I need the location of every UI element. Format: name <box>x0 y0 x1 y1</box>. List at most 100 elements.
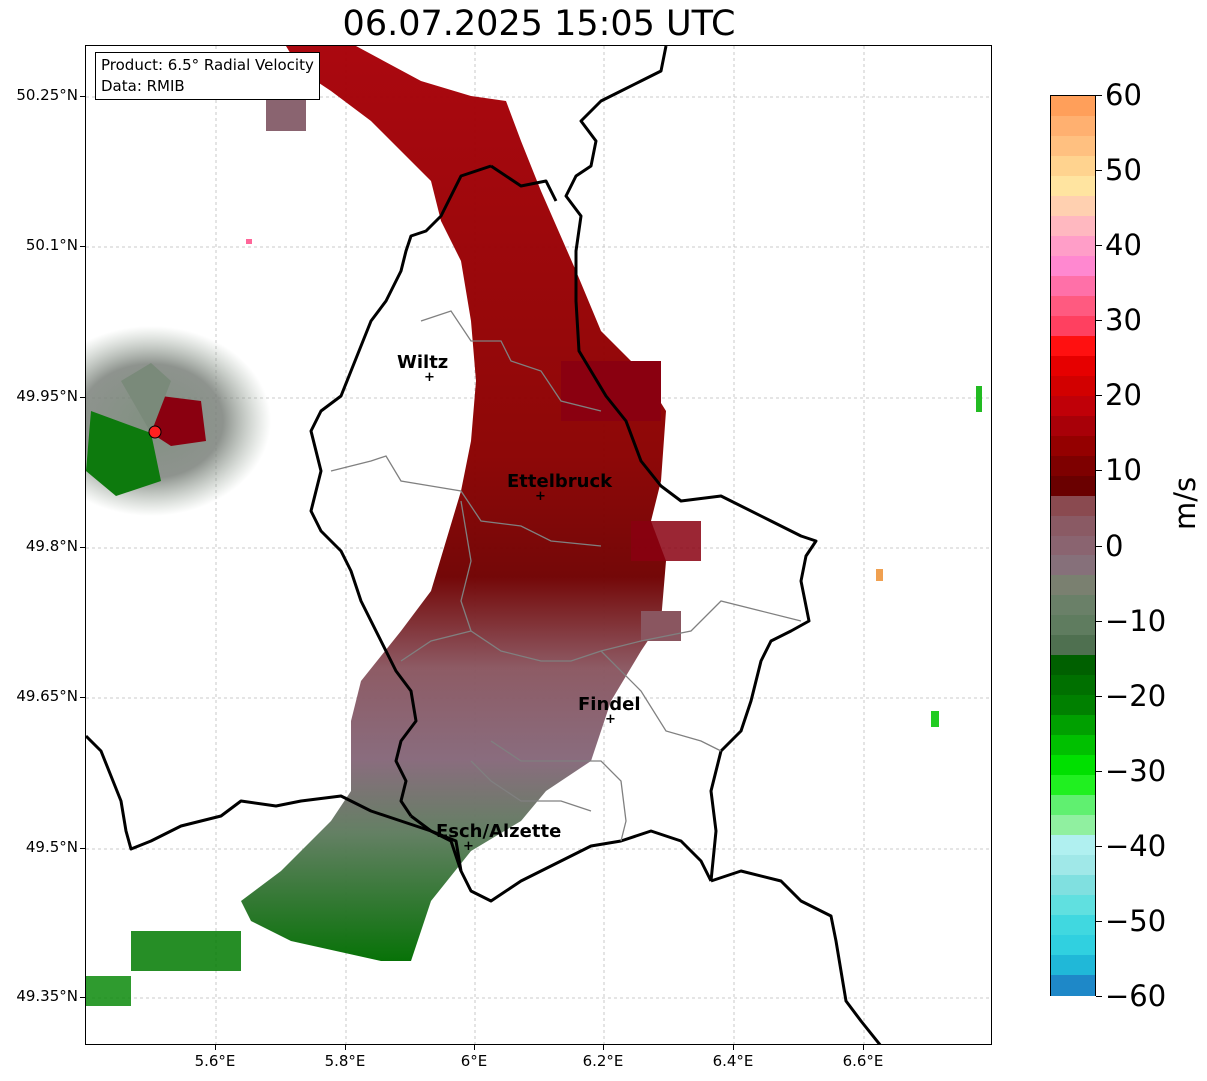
canton-borders <box>330 310 802 842</box>
colorbar-tick-label: 40 <box>1105 228 1142 263</box>
radar-site-marker <box>148 425 162 439</box>
colorbar-tick-label: 20 <box>1105 378 1142 413</box>
x-tick-mark <box>733 1045 734 1050</box>
city-label-findel: Findel <box>578 694 641 715</box>
colorbar-segment <box>1051 635 1095 657</box>
city-label-esch-alzette: Esch/Alzette <box>436 821 562 842</box>
x-tick-label: 6.2°E <box>582 1052 624 1070</box>
colorbar-tick-mark <box>1096 470 1102 472</box>
x-tick-mark <box>215 1045 216 1050</box>
colorbar-segment <box>1051 835 1095 857</box>
y-tick-label: 50.25°N <box>16 86 78 104</box>
data-source-text: Data: RMIB <box>101 77 185 95</box>
colorbar-segment <box>1051 295 1095 317</box>
colorbar-tick-mark <box>1096 545 1102 547</box>
colorbar-tick-label: −60 <box>1105 979 1167 1013</box>
colorbar-tick-label: −20 <box>1105 678 1167 713</box>
city-label-wiltz: Wiltz <box>397 352 449 373</box>
colorbar-segment <box>1051 515 1095 537</box>
colorbar-segment <box>1051 215 1095 237</box>
colorbar-segment <box>1051 875 1095 897</box>
colorbar-segment <box>1051 675 1095 697</box>
colorbar-segment <box>1051 395 1095 417</box>
colorbar-segment <box>1051 595 1095 617</box>
colorbar-segment <box>1051 555 1095 577</box>
product-text: Product: 6.5° Radial Velocity <box>101 56 314 74</box>
x-tick-mark <box>345 1045 346 1050</box>
x-tick-mark <box>474 1045 475 1050</box>
y-tick-label: 49.65°N <box>16 687 78 705</box>
y-tick-label: 49.8°N <box>25 537 78 555</box>
y-tick-mark <box>80 848 85 849</box>
colorbar <box>1050 95 1096 996</box>
colorbar-segment <box>1051 775 1095 797</box>
y-tick-label: 49.35°N <box>16 987 78 1005</box>
colorbar-segment <box>1051 615 1095 637</box>
colorbar-tick-label: −10 <box>1105 603 1167 638</box>
colorbar-tick-mark <box>1096 95 1102 96</box>
y-tick-mark <box>80 697 85 698</box>
map-title: 06.07.2025 15:05 UTC <box>342 4 736 44</box>
y-tick-mark <box>80 547 85 548</box>
colorbar-unit-label: m/s <box>1168 476 1202 530</box>
colorbar-tick-label: −40 <box>1105 828 1167 863</box>
colorbar-tick-mark <box>1096 320 1102 322</box>
city-marker: + <box>463 839 474 854</box>
x-tick-label: 6°E <box>460 1052 488 1070</box>
colorbar-segment <box>1051 235 1095 257</box>
colorbar-segment <box>1051 735 1095 757</box>
colorbar-segment <box>1051 715 1095 737</box>
x-tick-label: 5.6°E <box>194 1052 236 1070</box>
country-borders <box>86 46 882 1044</box>
colorbar-tick-label: 60 <box>1105 78 1142 112</box>
colorbar-segment <box>1051 795 1095 817</box>
colorbar-segment <box>1051 655 1095 677</box>
colorbar-tick-mark <box>1096 395 1102 397</box>
colorbar-tick-mark <box>1096 695 1102 697</box>
colorbar-segment <box>1051 915 1095 937</box>
colorbar-segment <box>1051 455 1095 477</box>
colorbar-segment <box>1051 195 1095 217</box>
product-info-box: Product: 6.5° Radial Velocity Data: RMIB <box>95 52 320 100</box>
colorbar-tick-mark <box>1096 770 1102 772</box>
y-tick-mark <box>80 246 85 247</box>
colorbar-segment <box>1051 275 1095 297</box>
colorbar-tick-mark <box>1096 170 1102 172</box>
colorbar-tick-label: 30 <box>1105 303 1142 338</box>
colorbar-segment <box>1051 815 1095 837</box>
colorbar-segment <box>1051 695 1095 717</box>
colorbar-segment <box>1051 255 1095 277</box>
colorbar-segment <box>1051 935 1095 957</box>
colorbar-tick-mark <box>1096 920 1102 922</box>
city-marker: + <box>424 370 435 385</box>
radar-map[interactable] <box>85 45 992 1045</box>
velocity-band <box>86 46 982 1006</box>
colorbar-tick-mark <box>1096 620 1102 622</box>
colorbar-segment <box>1051 115 1095 137</box>
colorbar-segment <box>1051 155 1095 177</box>
colorbar-segment <box>1051 535 1095 557</box>
colorbar-segment <box>1051 955 1095 976</box>
colorbar-segment <box>1051 175 1095 197</box>
colorbar-tick-label: 0 <box>1105 528 1124 563</box>
colorbar-segment <box>1051 575 1095 597</box>
colorbar-tick-label: −30 <box>1105 753 1167 788</box>
y-tick-mark <box>80 96 85 97</box>
colorbar-segment <box>1051 335 1095 357</box>
colorbar-tick-mark <box>1096 845 1102 847</box>
colorbar-segment <box>1051 355 1095 377</box>
radar-site-echo <box>86 326 271 516</box>
map-canvas <box>86 46 991 1044</box>
y-tick-mark <box>80 997 85 998</box>
x-tick-mark <box>863 1045 864 1050</box>
x-tick-label: 6.4°E <box>712 1052 754 1070</box>
city-marker: + <box>535 489 546 504</box>
y-tick-label: 49.5°N <box>25 838 78 856</box>
city-label-ettelbruck: Ettelbruck <box>507 471 613 492</box>
x-tick-label: 6.6°E <box>842 1052 884 1070</box>
colorbar-segment <box>1051 375 1095 397</box>
x-tick-mark <box>603 1045 604 1050</box>
colorbar-segment <box>1051 135 1095 157</box>
colorbar-tick-mark <box>1096 245 1102 247</box>
colorbar-segment <box>1051 895 1095 917</box>
